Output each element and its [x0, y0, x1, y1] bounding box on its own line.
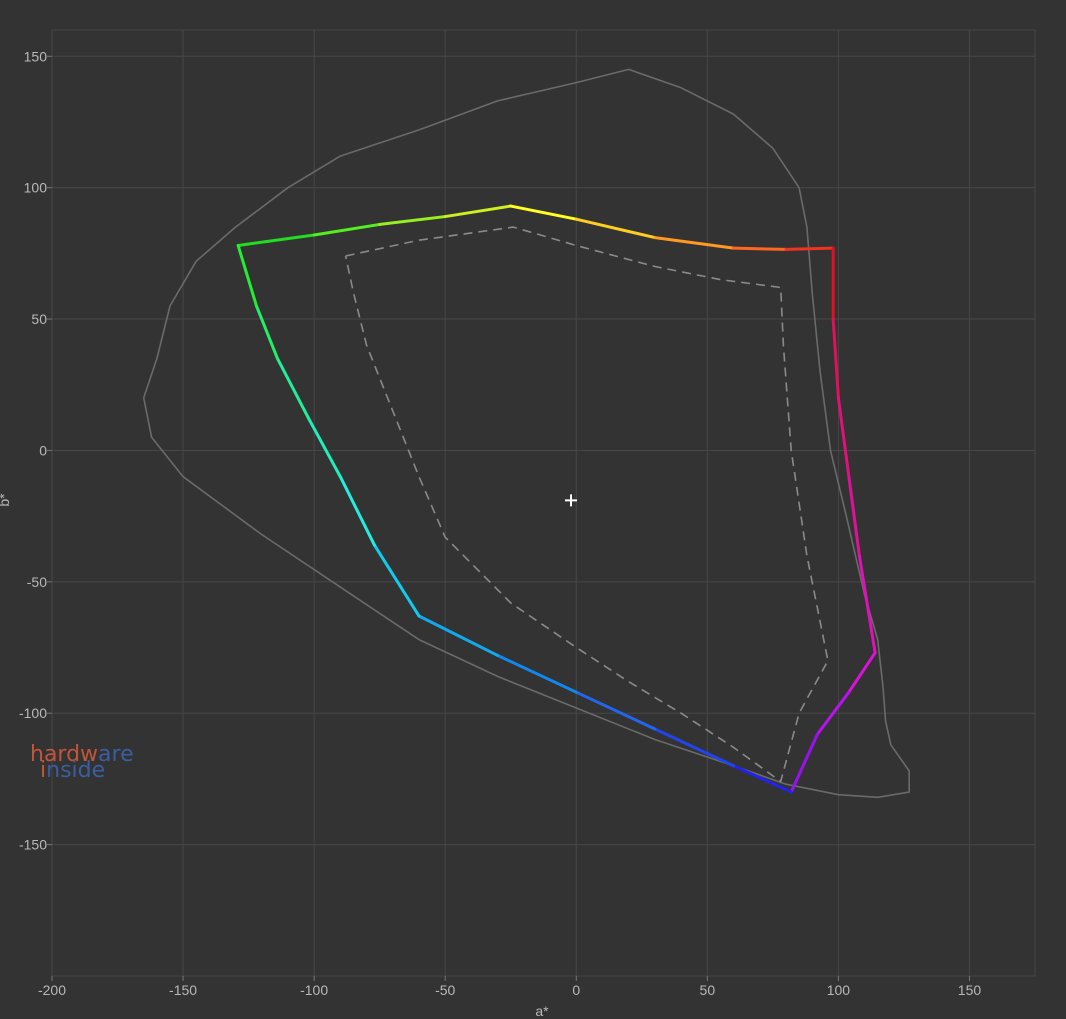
- y-tick-label: -100: [19, 705, 47, 721]
- measured-gamut: [236, 204, 877, 794]
- gamut-segment: [847, 475, 861, 558]
- gamut-segment: [236, 243, 258, 308]
- gamut-segment: [312, 222, 382, 237]
- gamut-segment: [275, 356, 311, 421]
- x-tick-label: 0: [572, 982, 580, 998]
- watermark-word-2: inside: [40, 758, 105, 783]
- watermark-logo: hardware inside: [30, 742, 134, 783]
- plot-frame: [51, 29, 1036, 977]
- y-tick-label: -50: [27, 574, 47, 590]
- series-layer: [142, 68, 911, 799]
- gamut-segment: [831, 317, 840, 400]
- x-tick-label: -200: [38, 982, 66, 998]
- x-tick-label: -150: [169, 982, 197, 998]
- x-tick-label: 50: [700, 982, 716, 998]
- gamut-segment: [417, 614, 500, 657]
- gamut-segment: [574, 217, 657, 240]
- gamut-segment: [789, 732, 819, 794]
- x-tick-label: 150: [958, 982, 982, 998]
- gamut-segment: [443, 204, 513, 219]
- gamut-segment: [653, 727, 736, 768]
- gamut-segment: [653, 236, 736, 250]
- y-tick-label: 100: [24, 180, 48, 196]
- gamut-segment: [307, 417, 342, 479]
- target-gamut-dashed: [344, 226, 829, 783]
- gamut-segment: [574, 690, 657, 731]
- gamut-segment: [236, 233, 316, 247]
- y-axis-label: b*: [0, 493, 12, 507]
- gamut-segment: [784, 246, 835, 251]
- tick-labels: -200 -150 -100 -50 0 50 100 150 150 100 50 0 -50 -100…: [19, 48, 981, 998]
- gamut-segment: [372, 543, 421, 618]
- x-axis-label: a*: [535, 1003, 549, 1019]
- gamut-segment: [847, 651, 877, 694]
- white-point-marker: [565, 494, 578, 507]
- gamut-segment: [496, 653, 578, 694]
- y-tick-label: 0: [39, 442, 47, 458]
- gamut-segment: [815, 690, 851, 736]
- gamut-segment: [338, 475, 376, 547]
- x-tick-label: -50: [435, 982, 455, 998]
- gamut-segment: [509, 204, 578, 221]
- y-tick-label: -150: [19, 837, 47, 853]
- gamut-segment: [254, 304, 279, 360]
- reference-outline: [142, 68, 911, 799]
- gamut-segment: [836, 396, 851, 479]
- watermark-word-1: hardware: [30, 742, 134, 767]
- x-tick-label: 100: [827, 982, 851, 998]
- grid-lines: [47, 29, 1036, 981]
- gamut-segment: [732, 764, 793, 794]
- y-tick-label: 50: [31, 311, 47, 327]
- y-tick-label: 150: [24, 48, 48, 64]
- x-tick-label: -100: [300, 982, 328, 998]
- gamut-segment: [857, 554, 877, 655]
- gamut-segment: [732, 246, 788, 251]
- gamut-segment: [378, 215, 447, 226]
